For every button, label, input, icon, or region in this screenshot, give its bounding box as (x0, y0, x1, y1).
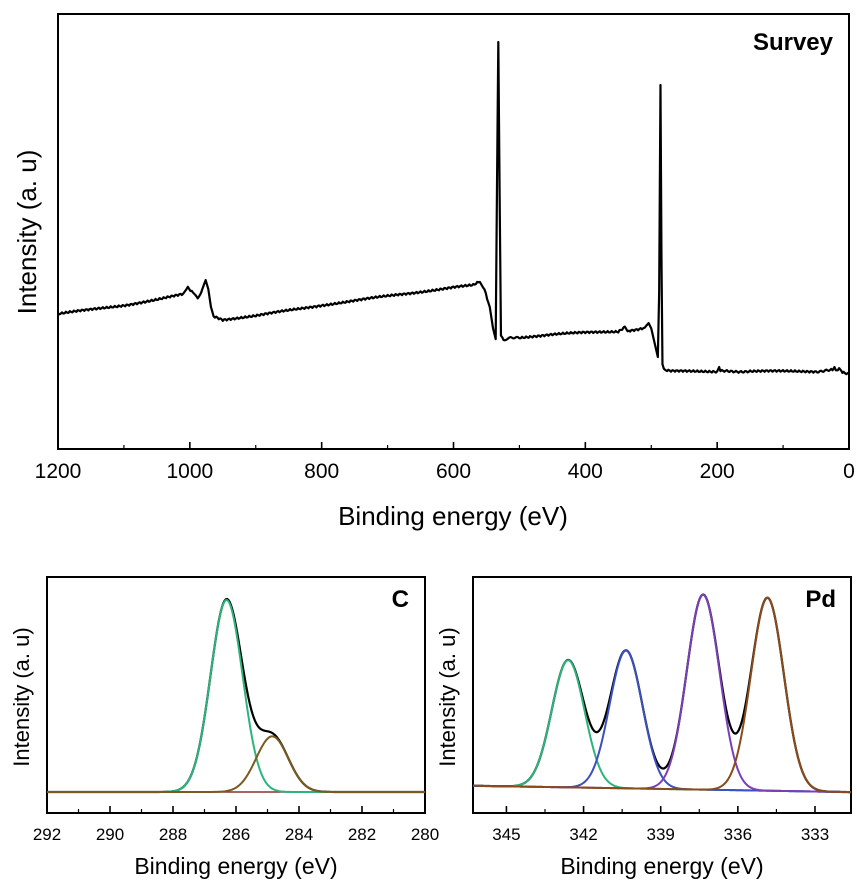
x-tick-label: 1200 (35, 460, 82, 483)
fit-peak-2-curve (47, 735, 425, 793)
x-tick-label: 333 (801, 825, 829, 844)
survey-spectrum-line (57, 40, 850, 376)
pd-panel-label: Pd (805, 586, 836, 613)
x-tick-label: 290 (96, 825, 124, 844)
survey-plot-frame (57, 13, 850, 450)
x-tick-label: 342 (569, 825, 597, 844)
c-x-tick-labels: 292 290 288 286 284 282 280 (33, 825, 439, 844)
survey-x-axis-title: Binding energy (eV) (338, 501, 568, 531)
c-panel-label: C (392, 586, 409, 613)
fit-peak-2-curve (472, 649, 852, 794)
fit-peak-4-curve (472, 596, 852, 794)
pd-panel: 345 342 339 336 333 Pd Binding energy (eV) I… (435, 576, 852, 879)
x-tick-label: 288 (159, 825, 187, 844)
pd-x-axis-title: Binding energy (eV) (560, 853, 763, 879)
pd-fit-curves (472, 593, 852, 794)
x-tick-label: 336 (724, 825, 752, 844)
x-tick-label: 284 (285, 825, 313, 844)
c-x-ticks (46, 806, 426, 813)
x-tick-label: 282 (348, 825, 376, 844)
x-tick-label: 0 (843, 460, 855, 483)
x-tick-label: 400 (568, 460, 603, 483)
fit-peak-3-curve (472, 593, 852, 794)
survey-y-axis-title: Intensity (a. u) (12, 150, 42, 315)
x-tick-label: 286 (222, 825, 250, 844)
fit-peak-1-curve (47, 599, 425, 793)
survey-panel-label: Survey (753, 29, 834, 56)
pd-x-ticks (505, 806, 816, 813)
x-tick-label: 1000 (166, 460, 213, 483)
c-plot-frame (46, 576, 426, 814)
x-tick-label: 800 (304, 460, 339, 483)
survey-x-ticks (57, 442, 850, 449)
c-fit-curves (47, 597, 425, 794)
x-tick-label: 280 (411, 825, 439, 844)
envelope-curve (472, 593, 852, 794)
c-y-axis-title: Intensity (a. u) (9, 627, 34, 766)
x-tick-label: 292 (33, 825, 61, 844)
pd-x-tick-labels: 345 342 339 336 333 (492, 825, 829, 844)
survey-panel: 1200 1000 800 600 400 200 0 Survey Binding ene… (12, 13, 855, 531)
c-x-axis-title: Binding energy (eV) (134, 853, 337, 879)
x-tick-label: 200 (700, 460, 735, 483)
x-tick-label: 600 (436, 460, 471, 483)
c-panel: 292 290 288 286 284 282 280 C Binding energy (… (9, 576, 439, 879)
fit-peak-1-curve (472, 659, 852, 794)
x-tick-label: 339 (647, 825, 675, 844)
pd-y-axis-title: Intensity (a. u) (435, 627, 460, 766)
survey-x-tick-labels: 1200 1000 800 600 400 200 0 (35, 460, 855, 483)
pd-plot-frame (472, 576, 852, 814)
x-tick-label: 345 (492, 825, 520, 844)
